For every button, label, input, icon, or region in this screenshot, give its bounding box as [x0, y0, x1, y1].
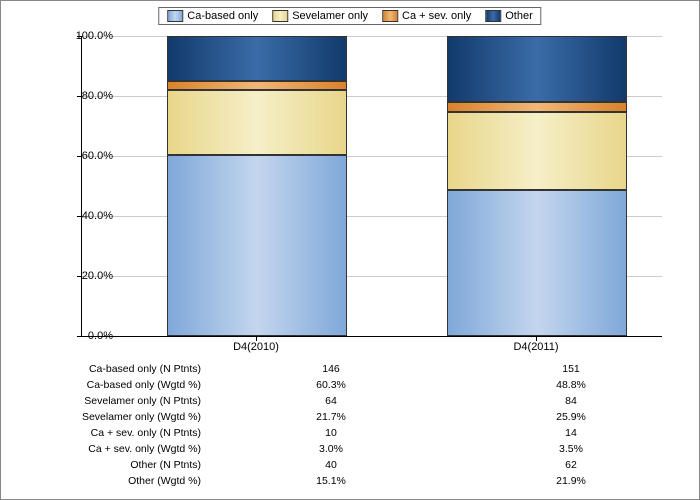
bar-segment: [447, 36, 627, 102]
bar-D4(2011): [447, 36, 627, 336]
table-row: Sevelamer only (N Ptnts)6484: [1, 393, 700, 409]
bar-segment: [167, 81, 347, 90]
swatch-sevelamer: [272, 10, 288, 22]
legend-item-ca-sev: Ca + sev. only: [382, 10, 471, 22]
row-label: Sevelamer only (Wgtd %): [1, 411, 211, 423]
x-tick: [536, 336, 537, 341]
bar-segment: [447, 190, 627, 336]
chart-frame: Ca-based only Sevelamer only Ca + sev. o…: [0, 0, 700, 500]
table-cell: 48.8%: [451, 379, 691, 391]
legend: Ca-based only Sevelamer only Ca + sev. o…: [158, 7, 541, 25]
table-row: Sevelamer only (Wgtd %)21.7%25.9%: [1, 409, 700, 425]
swatch-ca-sev: [382, 10, 398, 22]
row-label: Other (Wgtd %): [1, 475, 211, 487]
y-tick-label: 100.0%: [53, 30, 113, 42]
table-cell: 40: [211, 459, 451, 471]
row-label: Sevelamer only (N Ptnts): [1, 395, 211, 407]
table-cell: 21.7%: [211, 411, 451, 423]
table-cell: 21.9%: [451, 475, 691, 487]
y-tick-label: 20.0%: [53, 270, 113, 282]
table-row: Ca-based only (N Ptnts)146151: [1, 361, 700, 377]
row-label: Ca + sev. only (Wgtd %): [1, 443, 211, 455]
legend-label: Sevelamer only: [292, 10, 368, 22]
y-tick-label: 80.0%: [53, 90, 113, 102]
swatch-ca-based: [167, 10, 183, 22]
row-label: Ca-based only (N Ptnts): [1, 363, 211, 375]
table-row: Ca-based only (Wgtd %)60.3%48.8%: [1, 377, 700, 393]
y-tick-label: 0.0%: [53, 330, 113, 342]
table-cell: 3.5%: [451, 443, 691, 455]
table-cell: 14: [451, 427, 691, 439]
x-category-label: D4(2010): [166, 341, 346, 353]
x-tick: [256, 336, 257, 341]
table-cell: 84: [451, 395, 691, 407]
row-label: Other (N Ptnts): [1, 459, 211, 471]
table-row: Ca + sev. only (Wgtd %)3.0%3.5%: [1, 441, 700, 457]
table-cell: 151: [451, 363, 691, 375]
plot-area: [81, 36, 662, 337]
x-category-label: D4(2011): [446, 341, 626, 353]
legend-label: Other: [505, 10, 533, 22]
bar-segment: [447, 102, 627, 112]
legend-label: Ca + sev. only: [402, 10, 471, 22]
data-table: Ca-based only (N Ptnts)146151Ca-based on…: [1, 361, 700, 489]
y-tick-label: 60.0%: [53, 150, 113, 162]
bar-segment: [447, 112, 627, 190]
bar-D4(2010): [167, 36, 347, 336]
table-cell: 64: [211, 395, 451, 407]
bar-segment: [167, 90, 347, 155]
legend-item-sevelamer: Sevelamer only: [272, 10, 368, 22]
table-cell: 62: [451, 459, 691, 471]
legend-label: Ca-based only: [187, 10, 258, 22]
table-row: Other (N Ptnts)4062: [1, 457, 700, 473]
legend-item-other: Other: [485, 10, 533, 22]
y-tick-label: 40.0%: [53, 210, 113, 222]
table-row: Ca + sev. only (N Ptnts)1014: [1, 425, 700, 441]
bar-segment: [167, 155, 347, 336]
table-cell: 146: [211, 363, 451, 375]
table-cell: 10: [211, 427, 451, 439]
bar-segment: [167, 36, 347, 81]
table-cell: 15.1%: [211, 475, 451, 487]
table-cell: 60.3%: [211, 379, 451, 391]
row-label: Ca + sev. only (N Ptnts): [1, 427, 211, 439]
swatch-other: [485, 10, 501, 22]
legend-item-ca-based: Ca-based only: [167, 10, 258, 22]
row-label: Ca-based only (Wgtd %): [1, 379, 211, 391]
table-row: Other (Wgtd %)15.1%21.9%: [1, 473, 700, 489]
table-cell: 3.0%: [211, 443, 451, 455]
table-cell: 25.9%: [451, 411, 691, 423]
